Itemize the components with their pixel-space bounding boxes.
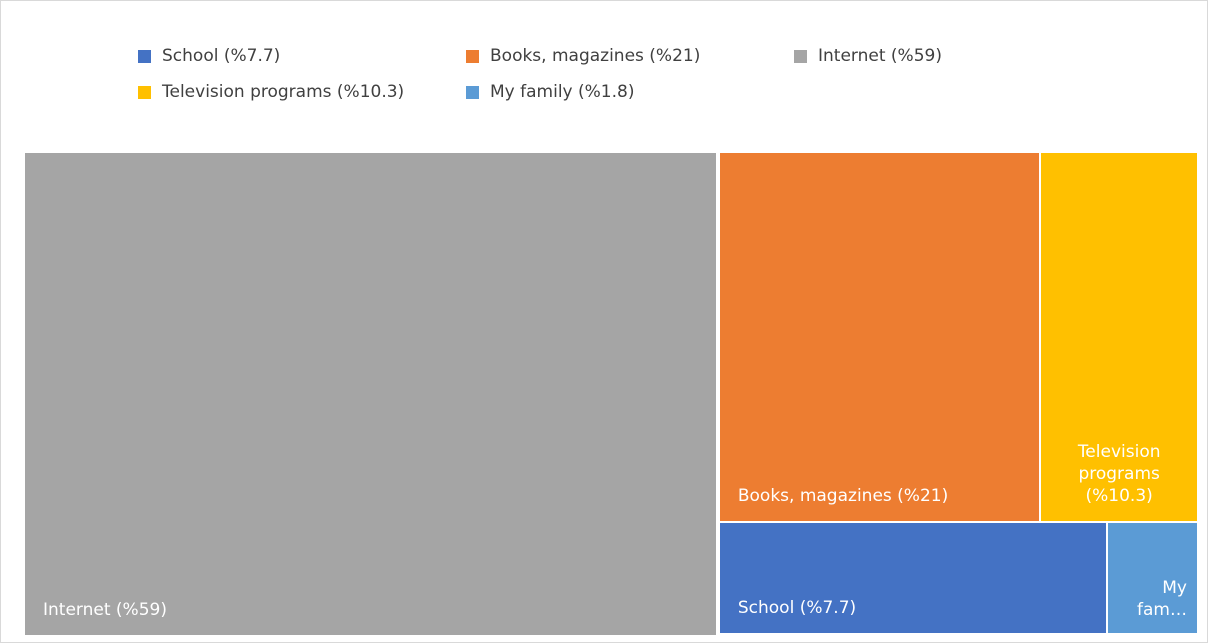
legend-swatch — [794, 49, 807, 63]
tile: My fam… — [1108, 522, 1197, 633]
legend-label: My family (%1.8) — [490, 82, 635, 102]
legend: School (%7.7) Books, magazines (%21) Inter… — [138, 45, 1138, 103]
tile-label: Television programs (%10.3) — [1077, 441, 1161, 506]
legend-item: Books, magazines (%21) — [466, 45, 794, 67]
legend-label: Internet (%59) — [818, 46, 942, 66]
tile-label: School (%7.7) — [737, 597, 857, 618]
legend-item: School (%7.7) — [138, 45, 466, 67]
tile-label: My fam… — [1137, 577, 1187, 620]
legend-label: Books, magazines (%21) — [490, 46, 701, 66]
tile: Books, magazines (%21) — [719, 153, 1040, 521]
legend-swatch — [138, 49, 151, 63]
legend-item: My family (%1.8) — [466, 81, 794, 103]
tile: Television programs (%10.3) — [1041, 153, 1197, 521]
tile: Internet (%59) — [25, 153, 716, 635]
tile-label: Books, magazines (%21) — [737, 485, 949, 506]
legend-label: School (%7.7) — [162, 46, 281, 66]
legend-swatch — [466, 49, 479, 63]
tile-label: Internet (%59) — [43, 600, 167, 620]
legend-swatch — [138, 85, 151, 99]
legend-item: Internet (%59) — [794, 45, 1122, 67]
legend-swatch — [466, 85, 479, 99]
tile: School (%7.7) — [719, 522, 1107, 633]
legend-label: Television programs (%10.3) — [162, 82, 405, 102]
legend-item: Television programs (%10.3) — [138, 81, 466, 103]
